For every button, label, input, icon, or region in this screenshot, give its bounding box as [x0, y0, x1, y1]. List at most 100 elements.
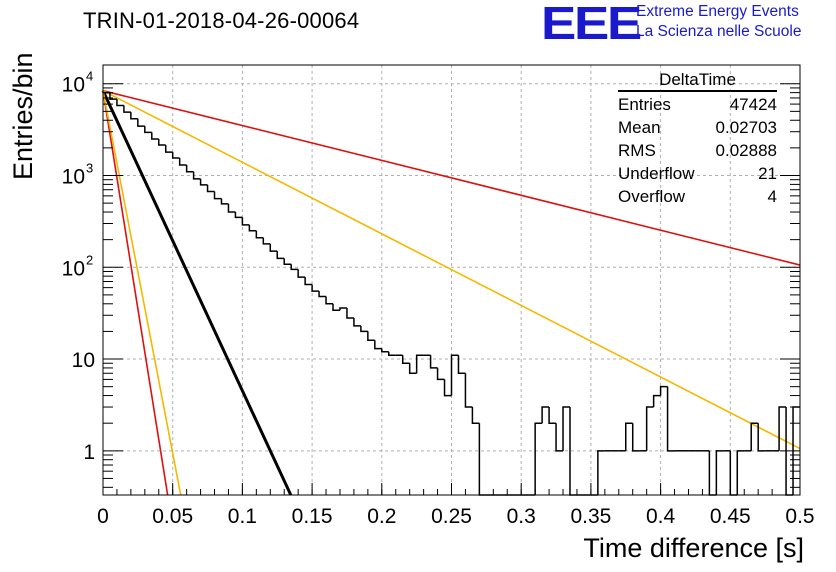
y-tick-label: 10	[62, 74, 85, 97]
x-tick-label: 0.4	[646, 505, 676, 528]
histogram-bin	[562, 406, 570, 451]
stats-box: DeltaTime Entries 47424 Mean 0.02703 RMS 0.…	[612, 70, 777, 209]
stats-label: Overflow	[618, 187, 686, 206]
histogram-bin	[374, 340, 382, 350]
histogram-bin	[478, 423, 487, 496]
stats-value: 0.02703	[715, 118, 777, 137]
stats-row: Overflow 4	[612, 186, 777, 209]
histogram-bin	[130, 112, 138, 120]
histogram-bin	[116, 99, 124, 107]
histogram-bin	[158, 138, 166, 146]
histogram-bin	[290, 264, 299, 271]
stats-value: 0.02888	[715, 141, 777, 160]
y-tick-label: 10	[62, 257, 85, 280]
x-tick-label: 0.15	[292, 505, 333, 528]
histogram-bin	[778, 406, 787, 451]
histogram-bin	[137, 118, 145, 127]
histogram-bin	[192, 171, 201, 180]
y-tick-exponent: 3	[86, 161, 93, 176]
histogram-bin	[534, 422, 543, 495]
stats-row: RMS 0.02888	[612, 140, 777, 163]
histogram-bin	[185, 165, 194, 173]
stats-label: RMS	[618, 141, 656, 160]
x-tick-label: 0.05	[152, 505, 193, 528]
stats-name: DeltaTime	[618, 70, 777, 92]
histogram-bin	[429, 355, 438, 369]
histogram-bin	[457, 355, 466, 375]
histogram-bin	[666, 386, 675, 452]
histogram-bin	[388, 351, 396, 356]
x-tick-label: 0.2	[367, 505, 396, 528]
x-tick-label: 0	[97, 505, 109, 528]
x-tick-label: 0.25	[431, 505, 472, 528]
histogram-bin	[548, 407, 557, 424]
x-tick-label: 0.3	[507, 505, 536, 528]
logo-line-1: Extreme Energy Events	[636, 3, 799, 20]
stats-row: Mean 0.02703	[612, 117, 777, 140]
histogram-bin	[199, 178, 208, 186]
histogram-bin	[353, 318, 361, 327]
histogram-bin	[213, 191, 222, 200]
logo-line-2: La Scienza nelle Scuole	[636, 23, 802, 40]
histogram-bin	[234, 212, 243, 219]
histogram-bin	[757, 423, 766, 452]
stats-value: 47424	[729, 95, 777, 114]
histogram-bin	[304, 277, 313, 286]
histogram	[103, 91, 800, 496]
stats-row: Underflow 21	[612, 163, 777, 186]
x-tick-label: 0.5	[785, 505, 814, 528]
histogram-bin	[325, 296, 334, 305]
stats-row: Entries 47424	[612, 94, 777, 117]
histogram-bin	[408, 363, 417, 375]
histogram-bin	[381, 348, 389, 353]
fit-curve	[102, 89, 801, 266]
histogram-bin	[297, 269, 306, 278]
histogram-bin	[555, 423, 564, 452]
histogram-bin	[360, 325, 368, 333]
histogram-bin	[450, 354, 459, 396]
histogram-bin	[715, 450, 724, 495]
fit-curve	[102, 89, 801, 450]
histogram-bin	[464, 373, 473, 408]
x-tick-label: 0.1	[228, 505, 257, 528]
y-axis-label: Entries/bin	[8, 52, 38, 180]
histogram-bin	[109, 92, 117, 100]
histogram-bin	[631, 423, 640, 452]
histogram-bin	[276, 251, 285, 260]
histogram-bin	[443, 379, 452, 397]
histogram-bin	[367, 331, 375, 342]
histogram-bin	[736, 450, 745, 495]
histogram-bin	[151, 132, 159, 140]
stats-value: 21	[758, 164, 777, 183]
histogram-bin	[283, 258, 292, 265]
histogram-bin	[311, 284, 320, 292]
stats-label: Entries	[618, 95, 671, 114]
histogram-bin	[750, 422, 759, 451]
histogram-bin	[471, 407, 480, 424]
fit-curves	[101, 89, 801, 496]
histogram-bin	[255, 230, 264, 239]
x-tick-label: 0.35	[570, 505, 611, 528]
histogram-bin	[269, 243, 278, 252]
histogram-bin	[171, 152, 180, 159]
histogram-bin	[339, 307, 347, 311]
y-tick-label: 1	[83, 441, 95, 464]
histogram-bin	[318, 291, 327, 298]
y-tick-exponent: 2	[86, 252, 93, 267]
axes: 0 0.05 0.1 0.15 0.2 0.25 0.3 0.35 0.4 0.45 0.5 1 10 1…	[62, 69, 815, 528]
y-tick-label: 10	[62, 166, 85, 189]
y-tick-label: 10	[72, 349, 95, 372]
fit-curve	[102, 90, 182, 496]
histogram-bin	[248, 224, 257, 232]
histogram-bin	[645, 406, 654, 451]
histogram-bin	[401, 355, 410, 364]
chart-title: TRIN-01-2018-04-26-00064	[83, 8, 360, 33]
stats-value: 4	[767, 187, 777, 206]
fit-curve	[101, 90, 293, 496]
x-tick-label: 0.45	[710, 505, 751, 528]
histogram-bin	[708, 450, 717, 496]
histogram-bin	[436, 367, 445, 381]
histogram-bin	[123, 105, 131, 113]
histogram-bin	[729, 450, 738, 496]
